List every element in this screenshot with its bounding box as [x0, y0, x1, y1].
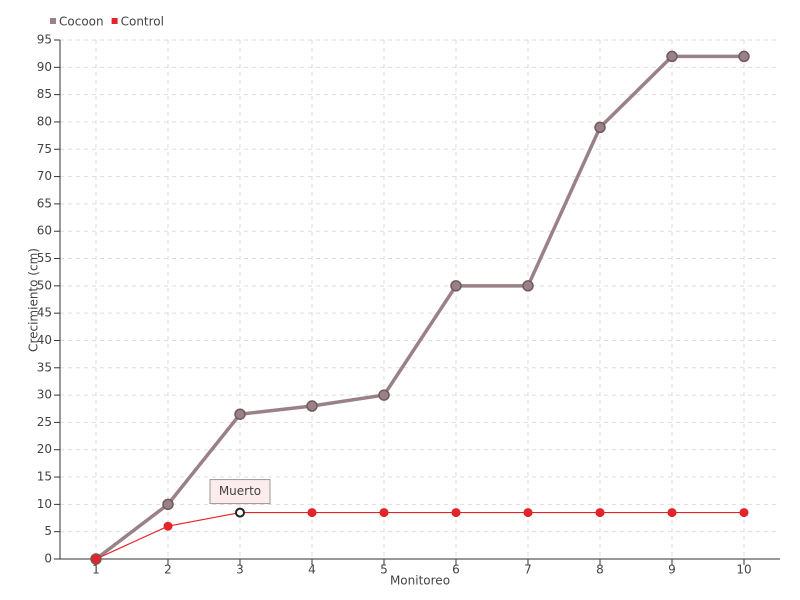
y-tick-label: 80	[37, 114, 52, 128]
data-point	[235, 507, 245, 518]
x-axis-label: Monitoreo	[390, 574, 450, 588]
x-tick-label: 4	[308, 563, 316, 577]
data-point	[307, 508, 317, 518]
series-line	[95, 511, 744, 560]
legend-label: Cocoon	[59, 15, 104, 29]
annotation: Muerto	[209, 479, 271, 505]
legend-swatch	[111, 18, 118, 24]
x-tick-label: 6	[452, 563, 460, 577]
y-tick-label: 10	[37, 497, 52, 511]
data-point	[594, 121, 606, 134]
data-point	[91, 554, 101, 564]
y-tick-label: 75	[37, 142, 52, 156]
x-tick-label: 5	[380, 563, 388, 577]
data-point	[739, 508, 749, 518]
y-tick-label: 85	[37, 87, 52, 101]
data-point	[522, 280, 534, 292]
x-tick-label: 8	[596, 563, 604, 577]
data-point	[163, 521, 173, 531]
y-tick-label: 30	[37, 388, 52, 402]
y-tick-label: 55	[37, 251, 52, 265]
legend-swatch	[50, 18, 56, 24]
data-point	[306, 400, 318, 412]
y-tick-label: 90	[37, 60, 52, 74]
x-tick-label: 1	[92, 563, 100, 577]
data-point	[666, 50, 678, 63]
y-tick-label: 95	[37, 33, 52, 47]
data-point	[451, 508, 461, 518]
data-point	[667, 508, 677, 518]
data-point	[234, 408, 246, 420]
x-tick-label: 2	[164, 563, 172, 577]
y-tick-label: 0	[44, 552, 52, 566]
legend-label: Control	[121, 15, 164, 29]
y-tick-label: 35	[37, 360, 52, 374]
y-tick-label: 70	[37, 169, 52, 183]
y-tick-label: 25	[37, 415, 52, 429]
data-point	[523, 508, 533, 518]
y-tick-label: 65	[37, 196, 52, 210]
data-point	[378, 389, 390, 401]
data-point	[738, 50, 750, 63]
y-axis-label: Crecimiento (cm)	[27, 248, 41, 352]
y-tick-label: 15	[37, 470, 52, 484]
x-tick-label: 7	[524, 563, 532, 577]
y-tick-label: 45	[37, 306, 52, 320]
annotation-box	[209, 479, 271, 505]
y-tick-label: 20	[37, 442, 52, 456]
annotation-text: Muerto	[219, 484, 261, 498]
data-point	[162, 498, 174, 511]
y-tick-label: 60	[37, 224, 52, 238]
y-tick-label: 40	[37, 333, 52, 347]
x-tick-label: 9	[668, 563, 676, 577]
y-tick-label: 5	[44, 524, 52, 538]
x-tick-label: 10	[736, 563, 751, 577]
x-tick-label: 3	[236, 563, 244, 577]
data-point	[595, 508, 605, 518]
data-point	[450, 280, 462, 292]
y-tick-label: 50	[37, 278, 52, 292]
data-point	[379, 508, 389, 518]
series-line	[94, 54, 744, 561]
